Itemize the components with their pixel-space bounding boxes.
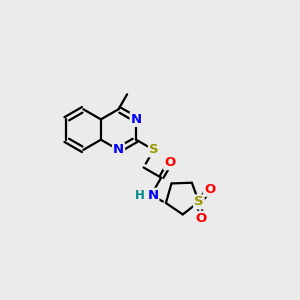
Text: S: S	[194, 195, 204, 208]
Text: N: N	[147, 189, 158, 202]
Text: O: O	[204, 183, 215, 196]
Text: N: N	[113, 143, 124, 156]
Text: S: S	[149, 143, 158, 156]
Text: H: H	[135, 189, 145, 202]
Text: N: N	[130, 113, 142, 126]
Text: O: O	[196, 212, 207, 225]
Text: O: O	[164, 156, 176, 169]
